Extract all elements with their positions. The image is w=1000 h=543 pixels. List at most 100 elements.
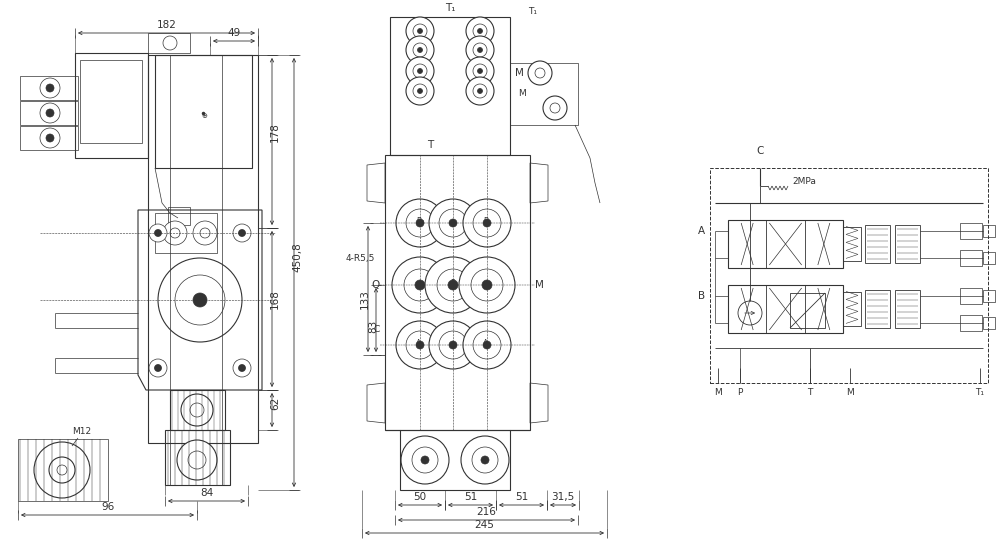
Circle shape bbox=[406, 77, 434, 105]
Circle shape bbox=[535, 68, 545, 78]
Circle shape bbox=[425, 257, 481, 313]
Text: M: M bbox=[518, 89, 526, 98]
Circle shape bbox=[481, 456, 489, 464]
Circle shape bbox=[466, 57, 494, 85]
Text: T₁: T₁ bbox=[976, 388, 984, 397]
Circle shape bbox=[478, 28, 482, 34]
Circle shape bbox=[404, 269, 436, 301]
Circle shape bbox=[190, 403, 204, 417]
Bar bbox=[20, 76, 78, 100]
Text: B₂: B₂ bbox=[416, 218, 424, 226]
Circle shape bbox=[413, 24, 427, 38]
Bar bbox=[960, 288, 982, 304]
Circle shape bbox=[396, 199, 444, 247]
Circle shape bbox=[415, 280, 425, 290]
Circle shape bbox=[473, 24, 487, 38]
Circle shape bbox=[461, 436, 509, 484]
Circle shape bbox=[463, 199, 511, 247]
Circle shape bbox=[463, 321, 511, 369]
Bar bbox=[865, 225, 890, 263]
Bar bbox=[728, 285, 843, 333]
Circle shape bbox=[406, 17, 434, 45]
Text: 49: 49 bbox=[227, 28, 241, 38]
Bar bbox=[843, 292, 861, 326]
Circle shape bbox=[439, 331, 467, 359]
Circle shape bbox=[406, 209, 434, 237]
Circle shape bbox=[413, 43, 427, 57]
Text: B: B bbox=[698, 291, 705, 301]
Circle shape bbox=[473, 331, 501, 359]
Circle shape bbox=[149, 224, 167, 242]
Circle shape bbox=[528, 61, 552, 85]
Circle shape bbox=[181, 394, 213, 426]
Circle shape bbox=[40, 128, 60, 148]
Bar bbox=[20, 126, 78, 150]
Circle shape bbox=[233, 359, 251, 377]
Text: M: M bbox=[846, 388, 854, 397]
Circle shape bbox=[418, 47, 422, 53]
Circle shape bbox=[154, 364, 162, 371]
Bar bbox=[400, 430, 510, 490]
Circle shape bbox=[473, 209, 501, 237]
Circle shape bbox=[46, 84, 54, 92]
Text: 168: 168 bbox=[270, 289, 280, 309]
Circle shape bbox=[239, 364, 246, 371]
Text: 133: 133 bbox=[360, 289, 370, 309]
Bar bbox=[148, 55, 258, 443]
Bar bbox=[148, 33, 190, 53]
Bar bbox=[165, 430, 230, 485]
Text: 84: 84 bbox=[200, 488, 213, 498]
Circle shape bbox=[149, 359, 167, 377]
Circle shape bbox=[472, 447, 498, 473]
Circle shape bbox=[401, 436, 449, 484]
Text: 51: 51 bbox=[464, 492, 477, 502]
Bar bbox=[728, 220, 843, 268]
Text: T: T bbox=[807, 388, 813, 397]
Circle shape bbox=[448, 280, 458, 290]
Text: T₁: T₁ bbox=[445, 3, 455, 13]
Circle shape bbox=[418, 28, 422, 34]
Text: 50: 50 bbox=[413, 492, 427, 502]
Circle shape bbox=[40, 78, 60, 98]
Circle shape bbox=[406, 331, 434, 359]
Circle shape bbox=[416, 219, 424, 227]
Circle shape bbox=[437, 269, 469, 301]
Text: 216: 216 bbox=[477, 507, 496, 517]
Bar bbox=[895, 225, 920, 263]
Circle shape bbox=[49, 457, 75, 483]
Circle shape bbox=[449, 219, 457, 227]
Circle shape bbox=[473, 84, 487, 98]
Circle shape bbox=[543, 96, 567, 120]
Bar bbox=[960, 315, 982, 331]
Circle shape bbox=[158, 258, 242, 342]
Bar bbox=[155, 213, 217, 253]
Circle shape bbox=[439, 209, 467, 237]
Text: 83: 83 bbox=[368, 320, 378, 333]
Circle shape bbox=[449, 341, 457, 349]
Bar bbox=[983, 225, 995, 237]
Circle shape bbox=[418, 89, 422, 93]
Circle shape bbox=[57, 465, 67, 475]
Circle shape bbox=[473, 64, 487, 78]
Bar bbox=[20, 101, 78, 125]
Circle shape bbox=[483, 219, 491, 227]
Circle shape bbox=[416, 341, 424, 349]
Bar bbox=[155, 55, 252, 168]
Text: A₂: A₂ bbox=[416, 339, 424, 349]
Circle shape bbox=[233, 224, 251, 242]
Bar bbox=[75, 53, 148, 158]
Circle shape bbox=[478, 89, 482, 93]
Circle shape bbox=[473, 43, 487, 57]
Circle shape bbox=[471, 269, 503, 301]
Circle shape bbox=[482, 280, 492, 290]
Circle shape bbox=[177, 440, 217, 480]
Bar bbox=[960, 250, 982, 267]
Circle shape bbox=[396, 321, 444, 369]
Text: A: A bbox=[698, 225, 705, 236]
Circle shape bbox=[429, 199, 477, 247]
Bar bbox=[390, 17, 510, 155]
Text: 182: 182 bbox=[157, 20, 176, 30]
Bar bbox=[865, 290, 890, 328]
Text: 96: 96 bbox=[101, 502, 114, 512]
Bar bbox=[895, 290, 920, 328]
